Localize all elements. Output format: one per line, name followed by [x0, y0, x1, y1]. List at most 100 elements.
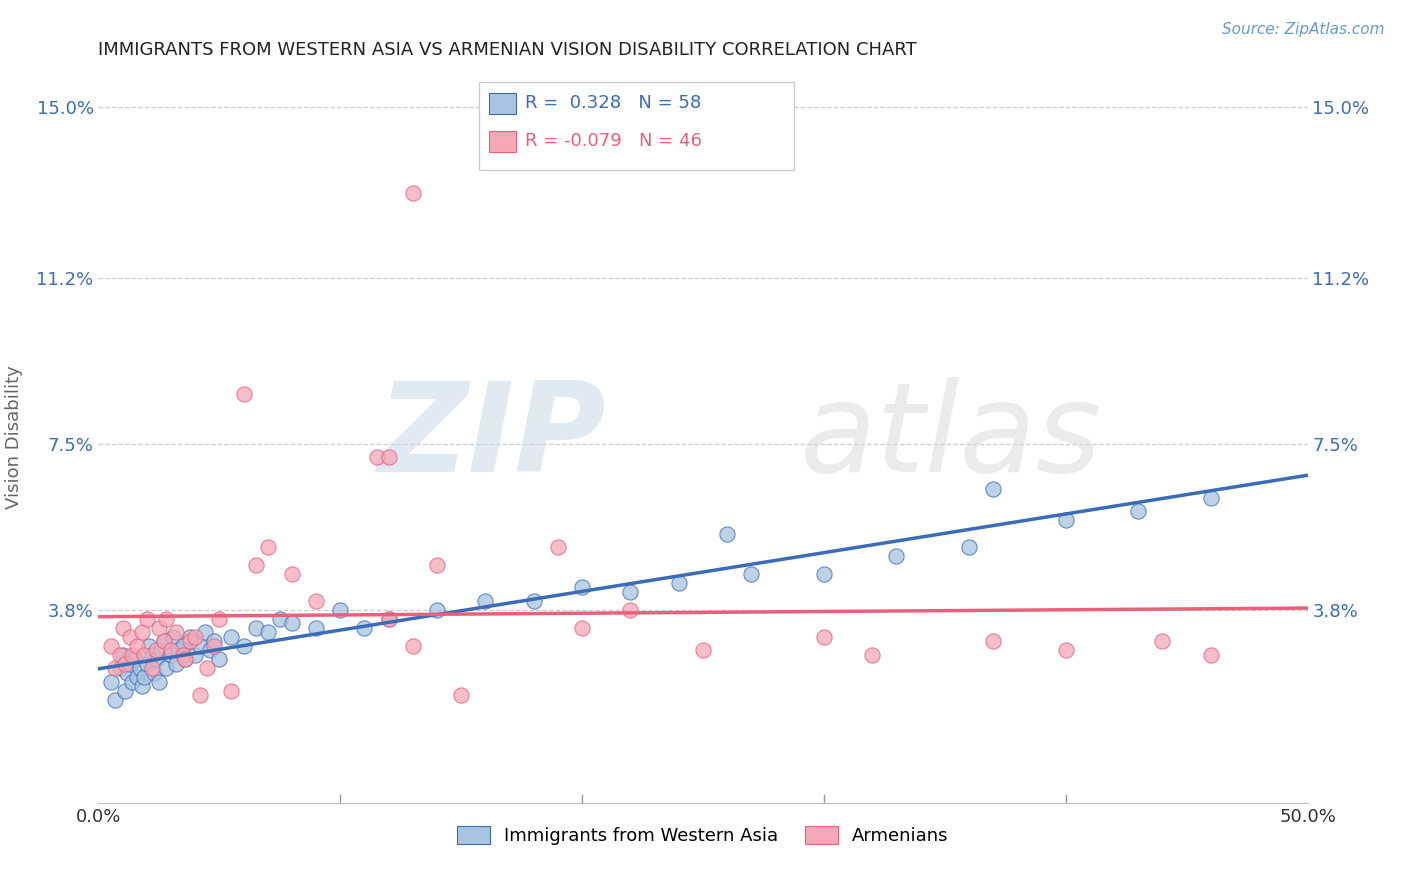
Point — [547, 540, 569, 554]
Point — [148, 674, 170, 689]
Point — [174, 652, 197, 666]
Point — [108, 661, 131, 675]
Point — [188, 639, 211, 653]
Point — [204, 639, 226, 653]
Point — [198, 643, 221, 657]
Point — [377, 612, 399, 626]
Point — [124, 652, 146, 666]
Point — [131, 679, 153, 693]
Point — [957, 540, 980, 554]
Point — [143, 665, 166, 680]
Bar — [489, 131, 516, 152]
Point — [145, 652, 167, 666]
Point — [162, 630, 184, 644]
Point — [184, 630, 207, 644]
Point — [184, 648, 207, 662]
Point — [155, 661, 177, 675]
Point — [152, 634, 174, 648]
Text: ZIP: ZIP — [378, 376, 606, 498]
Point — [402, 639, 425, 653]
Point — [174, 652, 197, 666]
Text: IMMIGRANTS FROM WESTERN ASIA VS ARMENIAN VISION DISABILITY CORRELATION CHART: IMMIGRANTS FROM WESTERN ASIA VS ARMENIAN… — [98, 41, 917, 59]
Point — [256, 540, 278, 554]
Point — [377, 612, 399, 626]
Text: R = -0.079   N = 46: R = -0.079 N = 46 — [526, 132, 702, 150]
Point — [108, 648, 131, 662]
Point — [160, 648, 183, 662]
Point — [188, 688, 211, 702]
Text: atlas: atlas — [800, 376, 1102, 498]
Point — [716, 526, 738, 541]
Point — [150, 643, 173, 657]
Point — [619, 603, 641, 617]
Point — [100, 674, 122, 689]
Point — [366, 450, 388, 465]
Point — [221, 630, 243, 644]
Point — [245, 558, 267, 572]
Point — [194, 625, 217, 640]
Point — [118, 630, 141, 644]
Y-axis label: Vision Disability: Vision Disability — [4, 365, 22, 509]
Point — [353, 621, 375, 635]
Point — [155, 612, 177, 626]
Point — [377, 450, 399, 465]
Point — [1054, 513, 1077, 527]
Point — [165, 657, 187, 671]
Point — [281, 616, 304, 631]
Point — [269, 612, 291, 626]
Point — [1054, 643, 1077, 657]
Point — [329, 603, 352, 617]
Point — [232, 387, 254, 401]
Point — [148, 621, 170, 635]
Legend: Immigrants from Western Asia, Armenians: Immigrants from Western Asia, Armenians — [457, 826, 949, 845]
Point — [118, 657, 141, 671]
Point — [204, 634, 226, 648]
Point — [1199, 648, 1222, 662]
Point — [860, 648, 883, 662]
Point — [127, 639, 149, 653]
Point — [571, 581, 593, 595]
Point — [571, 621, 593, 635]
Point — [135, 657, 157, 671]
Point — [208, 612, 231, 626]
Point — [886, 549, 908, 563]
Point — [305, 621, 328, 635]
Point — [127, 670, 149, 684]
Point — [426, 558, 449, 572]
Point — [145, 643, 167, 657]
Point — [281, 566, 304, 581]
Point — [114, 657, 136, 671]
Text: R =  0.328   N = 58: R = 0.328 N = 58 — [526, 94, 702, 112]
Point — [179, 630, 201, 644]
Point — [138, 639, 160, 653]
Point — [141, 661, 163, 675]
Point — [111, 621, 134, 635]
Point — [402, 186, 425, 200]
Point — [117, 665, 139, 680]
Point — [128, 661, 150, 675]
Text: Source: ZipAtlas.com: Source: ZipAtlas.com — [1222, 22, 1385, 37]
Point — [167, 643, 190, 657]
Point — [104, 661, 127, 675]
Point — [1128, 504, 1150, 518]
Point — [426, 603, 449, 617]
Point — [160, 643, 183, 657]
Point — [813, 566, 835, 581]
Point — [1199, 491, 1222, 505]
Point — [104, 692, 127, 706]
Point — [208, 652, 231, 666]
Point — [131, 625, 153, 640]
Point — [523, 594, 546, 608]
Point — [256, 625, 278, 640]
Point — [813, 630, 835, 644]
Point — [450, 688, 472, 702]
Bar — [489, 94, 516, 114]
Point — [172, 648, 194, 662]
Point — [172, 639, 194, 653]
Point — [121, 674, 143, 689]
Point — [692, 643, 714, 657]
Point — [195, 661, 218, 675]
Point — [134, 648, 156, 662]
Point — [305, 594, 328, 608]
Point — [740, 566, 762, 581]
